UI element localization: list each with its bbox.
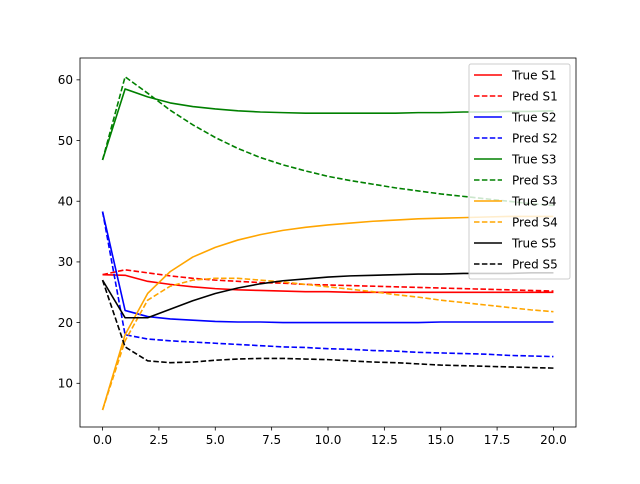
legend-label: True S5 — [511, 236, 557, 250]
legend-label: Pred S1 — [512, 89, 558, 103]
series-line-pred-s2 — [101, 211, 554, 358]
x-tick-label: 2.5 — [149, 433, 168, 447]
legend-label: True S2 — [511, 110, 557, 124]
y-tick-label: 60 — [58, 73, 73, 87]
legend-label: Pred S4 — [512, 215, 558, 229]
series-line-pred-s1 — [102, 269, 554, 292]
legend: True S1 Pred S1 True S2 Pred S2 True S3 Pred … — [468, 63, 571, 280]
x-tick-label: 7.5 — [262, 433, 281, 447]
legend-label: True S1 — [511, 68, 557, 82]
x-tick-label: 17.5 — [484, 433, 511, 447]
x-tick-label: 20.0 — [540, 433, 567, 447]
x-tick-label: 10.0 — [315, 433, 342, 447]
series-line-pred-s4 — [101, 277, 554, 411]
legend-label: True S4 — [511, 194, 557, 208]
y-tick-label: 50 — [58, 134, 73, 148]
legend-label: True S3 — [511, 152, 557, 166]
y-tick-label: 30 — [58, 255, 73, 269]
x-tick-label: 5.0 — [206, 433, 225, 447]
axes-layer: 0.0 2.5 5.0 7.5 10.0 12.5 15.0 17.5 20.0 10 20 30 40… — [58, 57, 577, 447]
legend-label: Pred S3 — [512, 173, 558, 187]
x-tick-label: 15.0 — [427, 433, 454, 447]
x-tick-label: 12.5 — [371, 433, 398, 447]
legend-label: Pred S2 — [512, 131, 558, 145]
y-tick-label: 10 — [58, 377, 73, 391]
y-tick-label: 40 — [58, 195, 73, 209]
y-tick-label: 20 — [58, 316, 73, 330]
series-line-true-s2 — [101, 211, 554, 324]
legend-label: Pred S5 — [512, 257, 558, 271]
series-line-true-s1 — [102, 273, 554, 294]
x-tick-label: 0.0 — [93, 433, 112, 447]
series-line-pred-s5 — [101, 279, 554, 369]
